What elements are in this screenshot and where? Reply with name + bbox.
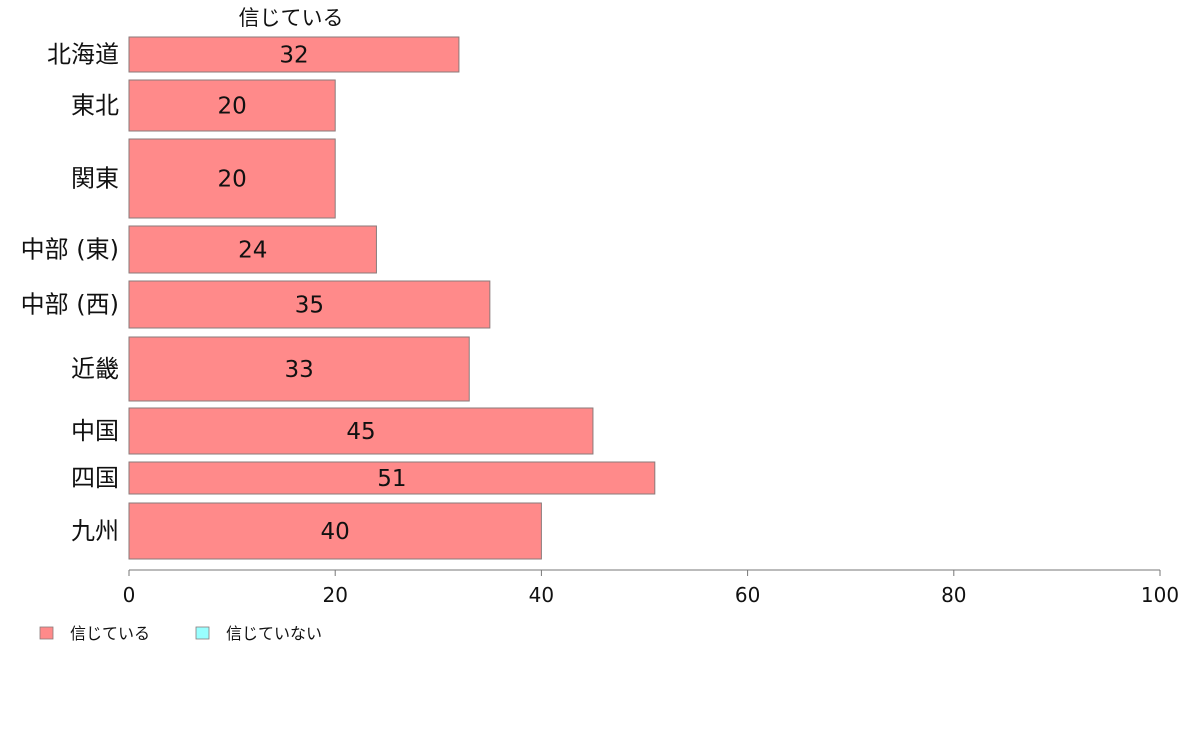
bar xyxy=(128,225,377,274)
x-tick-label: 100 xyxy=(1141,583,1179,607)
bar xyxy=(128,336,470,402)
x-tick-label: 40 xyxy=(529,583,554,607)
bar-group: 32 北海道 20 東北 20 関東 24 中部 (東) 35 中部 (西) 33 近畿 45 中国 51 四… xyxy=(21,36,656,560)
column-header: 信じている xyxy=(239,6,344,30)
legend-swatch xyxy=(39,626,54,640)
category-label: 四国 xyxy=(71,464,119,492)
bar xyxy=(128,79,336,132)
bar-value-label: 51 xyxy=(377,466,406,492)
bar-value-label: 20 xyxy=(217,94,246,120)
category-label: 中国 xyxy=(71,417,119,445)
legend-swatch xyxy=(195,626,210,640)
category-label: 中部 (西) xyxy=(21,291,119,319)
bar-value-label: 33 xyxy=(284,357,313,383)
legend-label: 信じている xyxy=(70,624,150,643)
bar-value-label: 32 xyxy=(279,43,308,69)
bar xyxy=(128,502,542,560)
bar xyxy=(128,138,336,219)
bar-value-label: 40 xyxy=(321,519,350,545)
bar-value-label: 35 xyxy=(295,293,324,319)
category-label: 東北 xyxy=(71,92,119,120)
category-label: 中部 (東) xyxy=(21,236,119,264)
bar-value-label: 24 xyxy=(238,238,267,264)
bar xyxy=(128,461,656,495)
category-label: 関東 xyxy=(71,165,119,193)
category-label: 近畿 xyxy=(71,355,119,383)
legend-label: 信じていない xyxy=(226,624,322,643)
bar-value-label: 45 xyxy=(346,419,375,445)
bar xyxy=(128,36,460,73)
x-axis: 0 20 40 60 80 100 xyxy=(123,569,1179,607)
x-tick-label: 80 xyxy=(941,583,966,607)
bar xyxy=(128,407,594,455)
x-tick-label: 0 xyxy=(123,583,136,607)
bar xyxy=(128,280,491,329)
category-label: 九州 xyxy=(71,517,119,545)
bar-value-label: 20 xyxy=(217,167,246,193)
x-tick-label: 60 xyxy=(735,583,760,607)
legend: 信じている 信じていない xyxy=(39,624,322,643)
category-label: 北海道 xyxy=(47,41,119,69)
x-tick-label: 20 xyxy=(322,583,347,607)
